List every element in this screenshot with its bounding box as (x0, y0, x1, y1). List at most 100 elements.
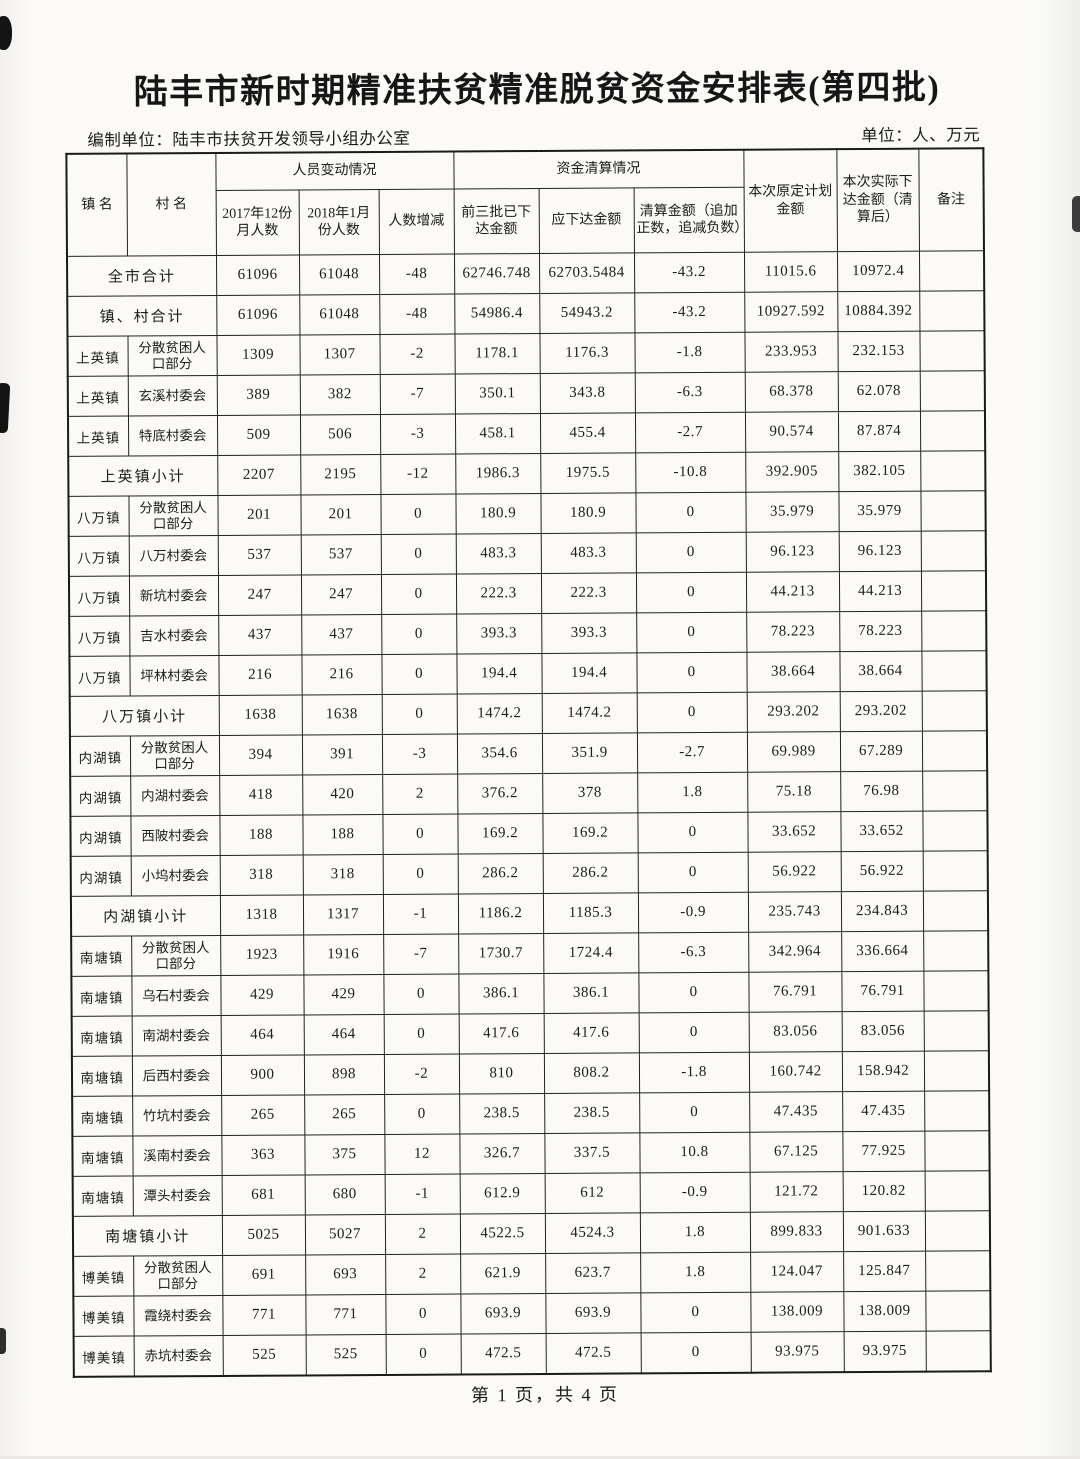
town-cell: 八万镇 (68, 536, 129, 577)
header-2018-count: 2018年1月份人数 (298, 189, 379, 255)
remark-cell (921, 650, 987, 692)
value-cell: 391 (301, 734, 383, 775)
value-cell: 78.223 (746, 611, 840, 653)
value-cell: -43.2 (634, 252, 745, 293)
value-cell: 33.652 (747, 811, 841, 853)
fund-table: 镇 名 村 名 人员变动情况 资金清算情况 本次原定计划金额 本次实际下达金额（… (65, 147, 992, 1378)
value-cell: 124.047 (750, 1251, 844, 1293)
value-cell: 62703.5484 (539, 252, 635, 294)
summary-row: 内湖镇小计 1318 1317 -1 1186.2 1185.3 -0.9 235.743 23… (70, 890, 989, 937)
value-cell: 78.223 (839, 611, 922, 652)
village-cell: 吉水村委会 (129, 615, 219, 657)
value-cell: 121.72 (749, 1171, 843, 1213)
village-cell: 分散贫困人口部分 (133, 1255, 223, 1296)
table-row: 博美镇 分散贫困人口部分 691 693 2 621.9 623.7 1.8 124.047 12… (73, 1250, 991, 1297)
village-cell: 八万村委会 (128, 535, 218, 577)
value-cell: 169.2 (457, 813, 543, 855)
header-due-amount: 应下达金额 (538, 187, 635, 254)
value-cell: 96.123 (745, 531, 840, 573)
value-cell: 898 (303, 1054, 385, 1095)
remark-cell (919, 370, 986, 412)
value-cell: 343.8 (539, 372, 635, 414)
town-cell: 南塘镇 (71, 1056, 133, 1097)
value-cell: 525 (222, 1334, 306, 1376)
value-cell: -7 (379, 374, 456, 415)
value-cell: 0 (637, 812, 748, 853)
value-cell: 35.979 (838, 491, 921, 532)
value-cell: 318 (302, 854, 383, 895)
value-cell: 125.847 (843, 1251, 926, 1292)
value-cell: -0.9 (639, 1172, 750, 1213)
value-cell: 810 (458, 1053, 545, 1095)
value-cell: 67.289 (839, 731, 923, 772)
value-cell: 612.9 (459, 1173, 545, 1215)
table-row: 内湖镇 分散贫困人口部分 394 391 -3 354.6 351.9 -2.7 69.989 6… (69, 730, 988, 777)
value-cell: 120.82 (842, 1171, 925, 1212)
town-cell: 八万镇 (68, 496, 129, 537)
value-cell: 235.743 (747, 891, 842, 933)
value-cell: -1.8 (634, 332, 745, 373)
town-cell: 博美镇 (73, 1255, 134, 1297)
value-cell: 0 (637, 852, 748, 893)
town-cell: 八万镇 (69, 656, 130, 697)
summary-row: 镇、村合计 61096 61048 -48 54986.4 54943.2 -43.2 109… (67, 290, 985, 337)
prepared-by-label: 编制单位：陆丰市扶贫开发领导小组办公室 (87, 128, 411, 150)
value-cell: 382 (299, 374, 380, 415)
header-town: 镇 名 (66, 153, 127, 257)
value-cell: -2.7 (634, 412, 746, 453)
value-cell: 10.8 (639, 1132, 750, 1173)
value-cell: 69.989 (746, 731, 841, 773)
value-cell: -48 (378, 254, 455, 295)
value-cell: 393.3 (541, 612, 637, 654)
value-cell: 318 (219, 854, 303, 896)
village-cell: 南湖村委会 (131, 1015, 221, 1057)
value-cell: 1318 (219, 894, 304, 936)
header-2017-count: 2017年12份月人数 (215, 189, 299, 256)
value-cell: 1730.7 (458, 933, 544, 975)
value-cell: 1975.5 (540, 452, 636, 494)
value-cell: 472.5 (545, 1332, 641, 1374)
value-cell: 771 (305, 1294, 386, 1335)
value-cell: 681 (221, 1174, 305, 1216)
value-cell: 691 (222, 1254, 306, 1296)
remark-cell (922, 770, 988, 812)
row-label-cell: 上英镇小计 (68, 455, 218, 497)
value-cell: 1178.1 (454, 333, 540, 375)
value-cell: 1.8 (637, 772, 748, 813)
town-cell: 博美镇 (73, 1335, 134, 1377)
value-cell: 437 (301, 614, 382, 655)
value-cell: 429 (303, 974, 384, 1015)
value-cell: 808.2 (543, 1052, 640, 1094)
value-cell: 138.009 (843, 1291, 926, 1332)
value-cell: 1916 (303, 934, 384, 975)
value-cell: 464 (220, 1014, 304, 1056)
value-cell: 96.123 (838, 531, 922, 572)
value-cell: -2 (383, 1054, 460, 1095)
value-cell: 61048 (299, 294, 380, 335)
village-cell: 分散贫困人口部分 (128, 495, 218, 537)
value-cell: 5027 (304, 1214, 386, 1255)
value-cell: 417.6 (543, 1012, 639, 1054)
header-group-row: 镇 名 村 名 人员变动情况 资金清算情况 本次原定计划金额 本次实际下达金额（… (66, 148, 985, 257)
value-cell: 1.8 (640, 1252, 751, 1293)
meta-row: 编制单位：陆丰市扶贫开发领导小组办公室 单位：人、万元 (65, 121, 982, 149)
value-cell: -1 (384, 1174, 460, 1215)
value-cell: 216 (301, 654, 382, 695)
header-personnel-group: 人员变动情况 (215, 151, 454, 191)
value-cell: 194.4 (541, 652, 637, 694)
value-cell: 0 (383, 974, 459, 1015)
remark-cell (921, 730, 988, 772)
value-cell: 1309 (216, 334, 300, 376)
value-cell: -0.9 (637, 892, 749, 933)
table-row: 南塘镇 溪南村委会 363 375 12 326.7 337.5 10.8 67.125 77.9… (72, 1130, 990, 1177)
remark-cell (923, 1010, 989, 1052)
value-cell: 35.979 (745, 491, 839, 533)
remark-cell (925, 1330, 991, 1372)
value-cell: 188 (302, 814, 383, 855)
value-cell: 386.1 (458, 973, 544, 1015)
value-cell: 375 (304, 1134, 385, 1175)
value-cell: 393.3 (456, 613, 542, 655)
value-cell: -3 (381, 734, 458, 775)
